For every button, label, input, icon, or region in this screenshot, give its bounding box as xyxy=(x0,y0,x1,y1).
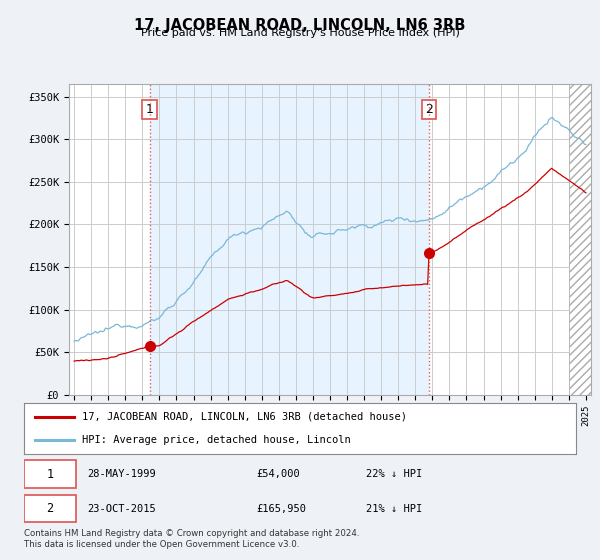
Bar xyxy=(149,84,429,395)
Text: 1: 1 xyxy=(146,103,154,116)
Text: 21% ↓ HPI: 21% ↓ HPI xyxy=(366,504,422,514)
Text: £54,000: £54,000 xyxy=(256,469,299,479)
Text: 17, JACOBEAN ROAD, LINCOLN, LN6 3RB (detached house): 17, JACOBEAN ROAD, LINCOLN, LN6 3RB (det… xyxy=(82,412,407,422)
Text: Price paid vs. HM Land Registry's House Price Index (HPI): Price paid vs. HM Land Registry's House … xyxy=(140,28,460,38)
Text: 28-MAY-1999: 28-MAY-1999 xyxy=(88,469,156,479)
Text: £165,950: £165,950 xyxy=(256,504,306,514)
Bar xyxy=(569,84,595,395)
Text: HPI: Average price, detached house, Lincoln: HPI: Average price, detached house, Linc… xyxy=(82,435,351,445)
Text: 22% ↓ HPI: 22% ↓ HPI xyxy=(366,469,422,479)
Text: 23-OCT-2015: 23-OCT-2015 xyxy=(88,504,156,514)
Text: 2: 2 xyxy=(46,502,53,515)
FancyBboxPatch shape xyxy=(24,460,76,488)
Text: Contains HM Land Registry data © Crown copyright and database right 2024.
This d: Contains HM Land Registry data © Crown c… xyxy=(24,529,359,549)
Text: 1: 1 xyxy=(46,468,53,480)
Text: 2: 2 xyxy=(425,103,433,116)
FancyBboxPatch shape xyxy=(24,495,76,522)
Text: 17, JACOBEAN ROAD, LINCOLN, LN6 3RB: 17, JACOBEAN ROAD, LINCOLN, LN6 3RB xyxy=(134,18,466,33)
